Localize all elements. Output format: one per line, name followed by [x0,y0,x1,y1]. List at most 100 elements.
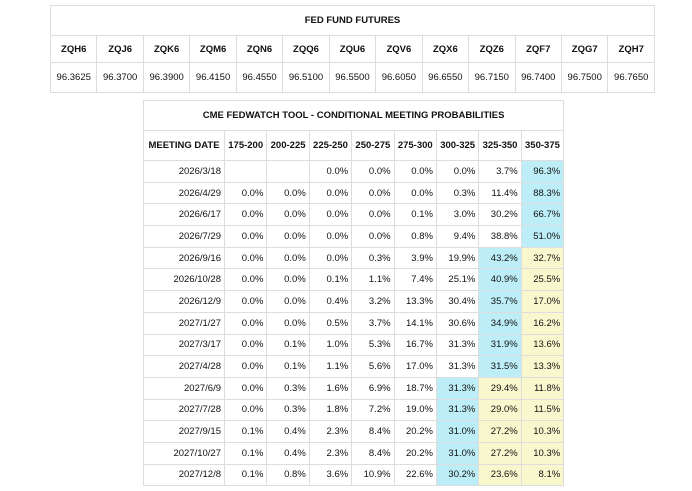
contract-header: ZQV6 [375,35,423,63]
probability: 1.1% [308,355,353,378]
probability: 43.2% [478,246,522,270]
probability: 31.3% [435,333,480,357]
probability: 8.4% [351,441,395,465]
probability: 10.9% [351,463,395,487]
contract-price: 96.7500 [560,62,609,93]
probability: 19.0% [393,398,437,422]
contract-header: ZQM6 [189,35,237,63]
meeting-row: 2026/4/29 0.0% 0.0% 0.0% 0.0% 0.0% 0.3% 11.4% 88… [143,181,565,205]
probability: 11.5% [520,398,565,422]
probability: 25.5% [520,268,565,292]
probability: 1.0% [308,333,353,357]
probability: 13.3% [520,355,565,378]
probability: 0.0% [223,203,268,227]
probability: 25.1% [435,268,480,292]
probability: 0.0% [308,160,353,183]
column-header: 250-275 [351,130,395,161]
probability: 10.3% [520,441,565,465]
probability: 2.3% [308,420,353,443]
meeting-row: 2027/3/17 0.0% 0.1% 1.0% 5.3% 16.7% 31.3% 31.9%… [143,333,565,357]
probability: 0.0% [308,203,353,227]
contract-price: 96.7150 [468,62,516,93]
probability: 17.0% [520,290,565,313]
header-row: MEETING DATE 175-200 200-225 225-250 250-275… [143,130,565,161]
meeting-date: 2026/6/17 [143,203,225,227]
probability: 0.0% [266,225,310,248]
probability: 5.3% [351,333,395,357]
probability: 3.6% [308,463,353,487]
meeting-date: 2026/12/9 [143,290,225,313]
probability: 13.3% [393,290,437,313]
probability: 0.3% [266,398,310,422]
meeting-row: 2027/4/28 0.0% 0.1% 1.1% 5.6% 17.0% 31.3% 31.5%… [143,355,565,378]
probability: 0.0% [308,246,353,270]
meeting-date: 2027/9/15 [143,420,225,443]
probability: 22.6% [393,463,437,487]
probability: 19.9% [435,246,480,270]
probability: 0.0% [223,333,268,357]
probability: 1.6% [308,376,353,400]
meeting-row: 2027/9/15 0.1% 0.4% 2.3% 8.4% 20.2% 31.0% 27.2%… [143,420,565,443]
meeting-date: 2027/6/9 [143,376,225,400]
probability: 0.4% [308,290,353,313]
probability: 38.8% [478,225,522,248]
contract-header: ZQQ6 [282,35,330,63]
probability: 51.0% [520,225,565,248]
contract-price: 96.5100 [282,62,330,93]
probability: 0.4% [266,441,310,465]
probabilities-table: CME FEDWATCH TOOL - CONDITIONAL MEETING … [142,100,565,487]
contract-header: ZQG7 [560,35,609,63]
probability: 6.9% [351,376,395,400]
meeting-row: 2027/6/9 0.0% 0.3% 1.6% 6.9% 18.7% 31.3% 29.4% 1… [143,376,565,400]
probability: 0.0% [223,181,268,205]
probability: 0.0% [435,160,480,183]
probability: 8.4% [351,420,395,443]
meeting-date: 2026/4/29 [143,181,225,205]
meeting-row: 2026/7/29 0.0% 0.0% 0.0% 0.0% 0.8% 9.4% 38.8% 51… [143,225,565,248]
probability: 3.7% [478,160,522,183]
title-row: FED FUND FUTURES [50,5,655,36]
probability: 0.0% [223,355,268,378]
probability: 0.0% [266,268,310,292]
meeting-row: 2026/6/17 0.0% 0.0% 0.0% 0.0% 0.1% 3.0% 30.2% 66… [143,203,565,227]
contract-header: ZQF7 [514,35,562,63]
probability: 0.0% [266,181,310,205]
probability: 0.1% [266,355,310,378]
probability: 0.0% [266,290,310,313]
probability: 11.4% [478,181,522,205]
probability: 0.5% [308,311,353,335]
probability: 66.7% [520,203,565,227]
meeting-row: 2027/12/8 0.1% 0.8% 3.6% 10.9% 22.6% 30.2% 23.6… [143,463,565,487]
contract-header: ZQZ6 [468,35,516,63]
contract-price: 96.3700 [96,62,144,93]
probability: 0.1% [308,268,353,292]
title-row: CME FEDWATCH TOOL - CONDITIONAL MEETING … [142,100,565,131]
probability: 0.0% [266,246,310,270]
probability: 1.1% [351,268,395,292]
probability: 34.9% [478,311,522,335]
column-header: 350-375 [520,130,565,161]
probability: 11.8% [520,376,565,400]
probability: 10.3% [520,420,565,443]
probability: 0.1% [223,463,268,487]
column-header: 175-200 [223,130,268,161]
meeting-date: 2026/9/16 [143,246,225,270]
contract-header: ZQJ6 [96,35,144,63]
meeting-date: 2027/7/28 [143,398,225,422]
probability: 0.0% [223,376,268,400]
probability: 16.2% [520,311,565,335]
contract-header: ZQU6 [328,35,377,63]
probability: 16.7% [393,333,437,357]
contract-price: 96.5500 [328,62,377,93]
probability: 0.0% [223,225,268,248]
probability: 0.0% [223,398,268,422]
contract-price: 96.6550 [421,62,470,93]
meeting-date: 2027/12/8 [143,463,225,487]
meeting-date: 2027/4/28 [143,355,225,378]
probability: 0.0% [351,203,395,227]
column-header: 300-325 [435,130,480,161]
header-row: ZQH6 ZQJ6 ZQK6 ZQM6 ZQN6 ZQQ6 ZQU6 ZQV6 ZQX6 ZQZ6… [49,35,655,63]
probability: 29.4% [478,376,522,400]
probability: 2.3% [308,441,353,465]
column-header: 325-350 [478,130,522,161]
